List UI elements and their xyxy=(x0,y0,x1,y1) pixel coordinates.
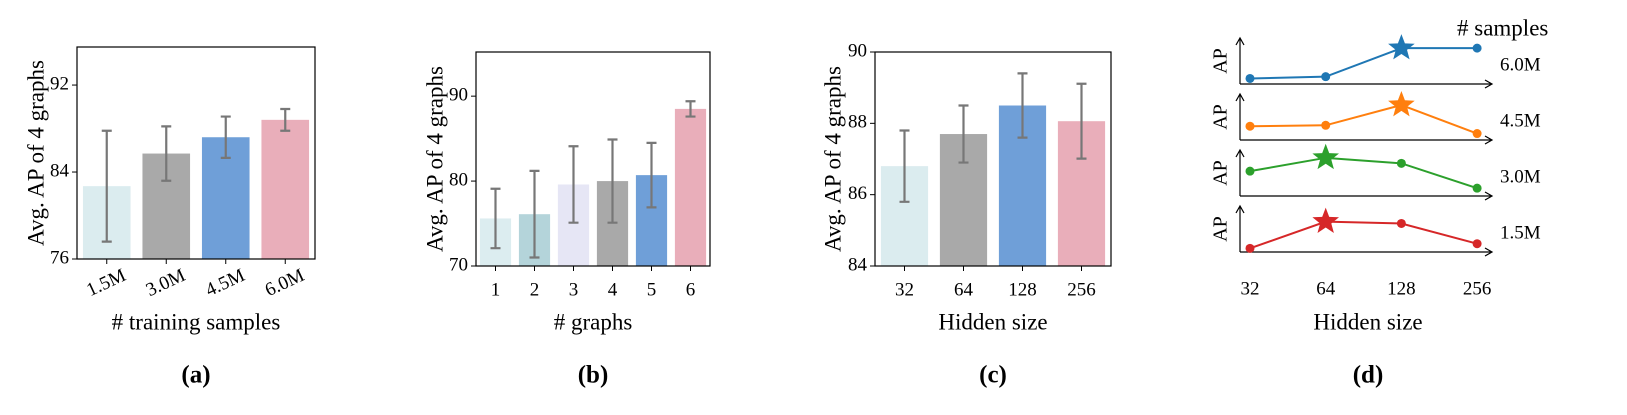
star-marker xyxy=(1312,143,1339,170)
x-tick-label: 6.0M xyxy=(262,265,308,301)
x-tick-label: 1.5M xyxy=(83,265,129,301)
y-tick-label: 88 xyxy=(848,112,867,133)
y-tick-label: 92 xyxy=(50,73,69,94)
point xyxy=(1245,166,1255,176)
line xyxy=(1249,47,1478,80)
point xyxy=(1396,158,1406,168)
x-axis-label: Hidden size xyxy=(938,309,1047,334)
y-axis-label: Avg. AP of 4 graphs xyxy=(23,60,48,246)
star-marker xyxy=(1312,207,1339,233)
error-bar xyxy=(607,138,618,224)
x-tick-label: 3 xyxy=(569,279,579,300)
y-tick-label: 90 xyxy=(449,85,468,106)
star-marker xyxy=(1388,34,1415,60)
axes-frame xyxy=(874,51,1112,267)
axis-arrow xyxy=(1235,148,1494,201)
y-axis-label: Avg. AP of 4 graphs xyxy=(820,66,845,252)
point xyxy=(1472,239,1482,249)
axes-frame xyxy=(475,51,711,267)
error-bar xyxy=(685,100,696,118)
error-bar xyxy=(161,125,172,182)
point xyxy=(1321,72,1331,82)
caption: (d) xyxy=(1353,362,1384,389)
x-tick-label: 2 xyxy=(530,279,540,300)
star-marker xyxy=(1388,91,1415,117)
error-bar xyxy=(101,129,112,243)
y-axis-label: AP xyxy=(1210,160,1232,186)
x-tick-label: 32 xyxy=(1241,278,1260,299)
line xyxy=(1249,156,1478,190)
x-tick-label: 1 xyxy=(491,279,501,300)
y-tick-label: 80 xyxy=(449,169,468,190)
y-tick-label: 84 xyxy=(50,160,70,181)
caption: (a) xyxy=(181,362,210,389)
x-tick-label: 256 xyxy=(1463,278,1492,299)
axes-frame xyxy=(76,46,316,260)
axis-arrow xyxy=(1235,204,1494,257)
point xyxy=(1472,183,1482,193)
x-tick-label: 5 xyxy=(647,279,657,300)
bar xyxy=(261,119,310,259)
y-tick-label: 90 xyxy=(848,40,867,61)
error-bar xyxy=(220,115,231,159)
y-tick-label: 76 xyxy=(50,247,69,268)
x-tick-label: 128 xyxy=(1008,279,1037,300)
axis-arrow xyxy=(1235,36,1494,89)
point xyxy=(1396,218,1406,228)
series-label: 3.0M xyxy=(1500,166,1541,187)
error-bar xyxy=(646,141,657,209)
series-label: 1.5M xyxy=(1500,222,1541,243)
y-axis-label: Avg. AP of 4 graphs xyxy=(422,66,447,252)
error-bar xyxy=(958,104,969,164)
point xyxy=(1245,243,1255,253)
x-axis-label: # graphs xyxy=(554,309,633,334)
error-bar xyxy=(280,107,291,132)
error-bar xyxy=(899,129,910,203)
error-bar xyxy=(1076,82,1087,160)
error-bar xyxy=(529,169,540,259)
error-bar xyxy=(490,187,501,250)
x-tick-label: 64 xyxy=(954,279,974,300)
point xyxy=(1321,120,1331,130)
x-tick-label: 256 xyxy=(1067,279,1096,300)
y-tick-label: 84 xyxy=(848,254,868,275)
x-tick-label: 4 xyxy=(608,279,618,300)
error-bar xyxy=(1017,72,1028,139)
caption: (c) xyxy=(979,362,1007,389)
legend-title: # samples xyxy=(1457,15,1548,40)
x-tick-label: 6 xyxy=(686,279,696,300)
x-axis-label: Hidden size xyxy=(1313,309,1422,334)
axis-arrow xyxy=(1235,92,1494,145)
point xyxy=(1472,43,1482,53)
bar xyxy=(674,108,707,267)
x-tick-label: 3.0M xyxy=(143,265,189,301)
line xyxy=(1249,220,1478,250)
point xyxy=(1245,121,1255,131)
y-tick-label: 86 xyxy=(848,183,867,204)
line xyxy=(1249,103,1478,135)
series-label: 4.5M xyxy=(1500,110,1541,131)
point xyxy=(1245,73,1255,83)
series-label: 6.0M xyxy=(1500,54,1541,75)
x-tick-label: 4.5M xyxy=(202,265,248,301)
caption: (b) xyxy=(578,362,609,389)
y-axis-label: AP xyxy=(1210,104,1232,130)
y-axis-label: AP xyxy=(1210,216,1232,242)
x-tick-label: 64 xyxy=(1316,278,1336,299)
y-axis-label: AP xyxy=(1210,48,1232,74)
y-tick-label: 70 xyxy=(449,254,468,275)
point xyxy=(1472,129,1482,139)
x-tick-label: 128 xyxy=(1387,278,1416,299)
x-tick-label: 32 xyxy=(895,279,914,300)
x-axis-label: # training samples xyxy=(112,309,281,334)
error-bar xyxy=(568,145,579,224)
